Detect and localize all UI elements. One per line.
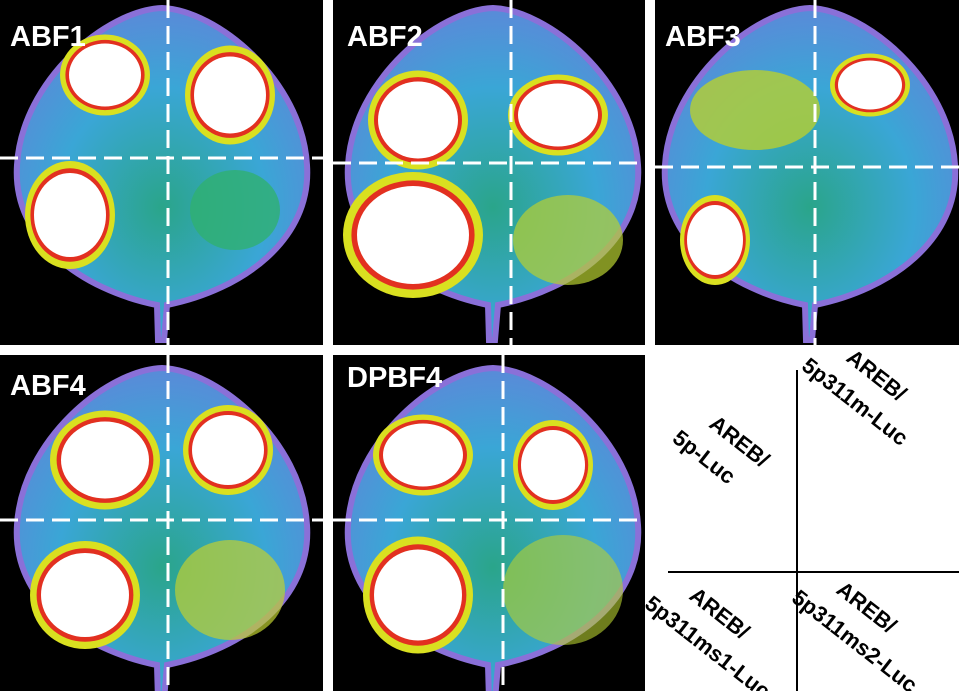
panel-label: ABF1	[10, 21, 86, 53]
panel-label: ABF4	[10, 370, 86, 402]
panel: ABF3	[655, 0, 959, 345]
panel: DPBF4	[333, 355, 645, 691]
panel: ABF2	[333, 0, 645, 345]
panel-label: ABF3	[665, 21, 741, 53]
figure: ABF1 ABF2 ABF3 ABF4	[0, 0, 959, 691]
panel-label: DPBF4	[347, 362, 442, 394]
page: {"panels": [{"label": "ABF1"}, {"label":…	[0, 0, 959, 691]
panel-label: ABF2	[347, 21, 423, 53]
panel: ABF4	[0, 355, 323, 691]
panel: ABF1	[0, 0, 323, 345]
